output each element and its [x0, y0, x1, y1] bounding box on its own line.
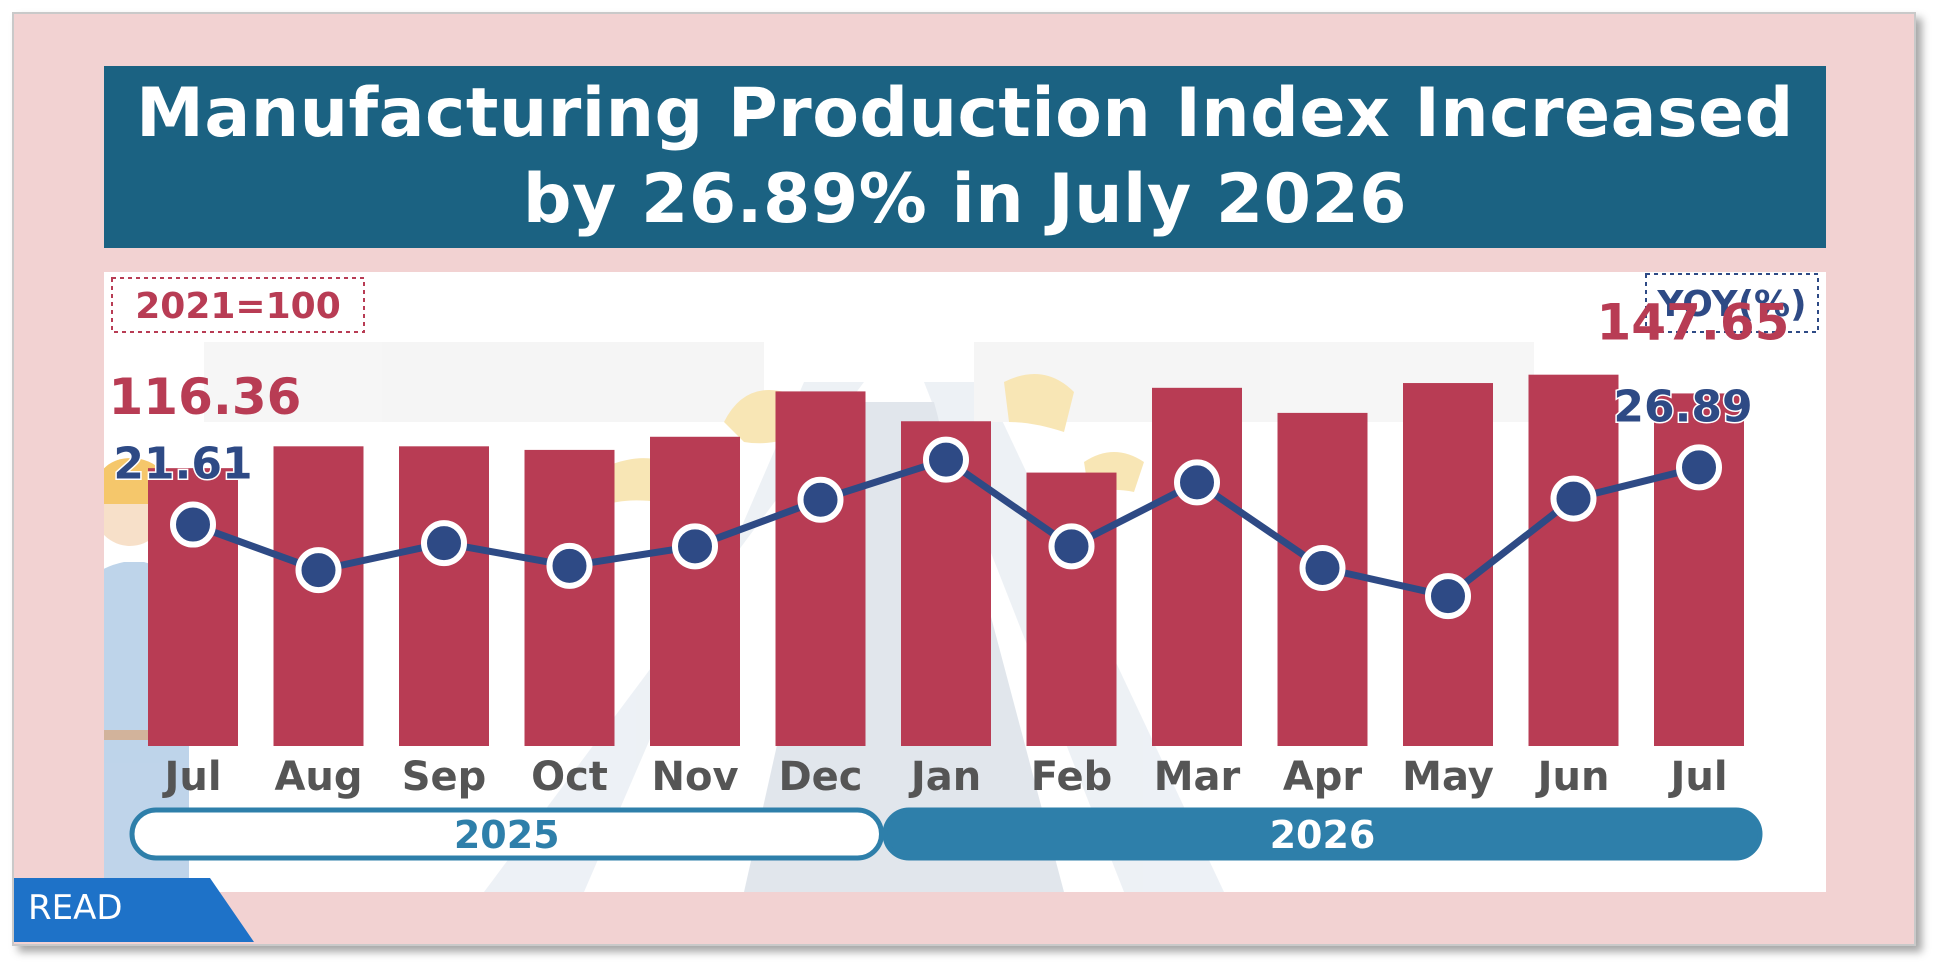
- x-tick-label-11: Jun: [1535, 754, 1610, 800]
- x-tick-label-4: Nov: [651, 754, 738, 800]
- bar-jun-11: [1528, 374, 1619, 746]
- bar-oct-3: [524, 449, 615, 746]
- x-axis-ticks: Jul Aug Sep Oct Nov Dec Jan Feb Mar Apr May Jun Jul: [161, 754, 1727, 800]
- yoy-value-label-0: 21.61: [113, 439, 252, 490]
- yoy-point-0: [170, 501, 216, 548]
- x-tick-label-10: May: [1402, 754, 1494, 800]
- year-label-2025: 2025: [454, 813, 560, 857]
- base-badge-box: [111, 277, 365, 333]
- bar-feb-7: [1026, 472, 1117, 746]
- yoy-point-6: [923, 436, 969, 483]
- x-tick-label-3: Oct: [531, 754, 608, 800]
- chart-panel: 2021=100 YOY(%) 116.36 147.65 21.61 26.89 J…: [104, 272, 1826, 892]
- yoy-point-2: [421, 520, 467, 567]
- year-band-2025: [129, 807, 884, 861]
- yoy-value-label-12: 26.89: [1613, 381, 1752, 432]
- year-bands: 2025 2026: [129, 807, 1763, 861]
- yoy-point-8: [1174, 459, 1220, 506]
- x-tick-label-6: Jan: [908, 754, 981, 800]
- x-tick-label-5: Dec: [778, 754, 862, 800]
- title-banner: Manufacturing Production Index Increased…: [104, 66, 1826, 248]
- read-label[interactable]: READ: [28, 888, 123, 928]
- yoy-point-12: [1676, 444, 1722, 491]
- yoy-badge-box: [1645, 273, 1819, 333]
- bar-sep-2: [399, 446, 489, 746]
- yoy-point-7: [1048, 523, 1095, 570]
- x-tick-label-1: Aug: [274, 754, 362, 800]
- yoy-point-5: [797, 476, 844, 523]
- x-tick-label-2: Sep: [402, 754, 487, 800]
- yoy-point-4: [672, 523, 718, 570]
- bar-aug-1: [273, 446, 364, 746]
- bar-value-label-12: 147.65: [1597, 293, 1790, 351]
- yoy-point-1: [295, 547, 342, 594]
- read-tag-shape: [14, 878, 254, 942]
- line-series: [170, 436, 1722, 620]
- yoy-point-10: [1425, 573, 1471, 620]
- x-tick-label-7: Feb: [1031, 754, 1112, 800]
- yoy-point-9: [1299, 545, 1346, 591]
- year-band-2026: [882, 807, 1763, 861]
- x-tick-label-12: Jul: [1667, 754, 1727, 800]
- bar-series: [148, 374, 1744, 746]
- chart-title: Manufacturing Production Index Increased…: [136, 74, 1794, 239]
- x-tick-label-0: Jul: [161, 754, 221, 800]
- yoy-point-3: [546, 542, 593, 589]
- x-tick-label-9: Apr: [1283, 754, 1363, 800]
- infographic-card: Manufacturing Production Index Increased…: [12, 12, 1916, 946]
- bar-may-10: [1403, 383, 1493, 746]
- yoy-badge: YOY(%): [1656, 284, 1806, 325]
- bar-mar-8: [1152, 387, 1242, 746]
- year-label-2026: 2026: [1270, 813, 1376, 857]
- bar-dec-5: [775, 391, 866, 746]
- yoy-point-11: [1550, 475, 1597, 522]
- data-labels: 116.36 147.65 21.61 26.89: [109, 293, 1790, 491]
- bar-nov-4: [650, 436, 740, 746]
- x-tick-label-8: Mar: [1154, 754, 1241, 800]
- base-badge: 2021=100: [135, 286, 341, 327]
- bar-value-label-0: 116.36: [109, 368, 302, 426]
- chart-svg: 2021=100 YOY(%) 116.36 147.65 21.61 26.89 J…: [104, 273, 1819, 892]
